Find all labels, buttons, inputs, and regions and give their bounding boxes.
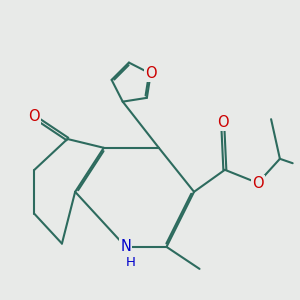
Text: O: O	[28, 110, 40, 124]
Text: N: N	[120, 239, 131, 254]
Text: O: O	[145, 66, 157, 81]
Text: O: O	[217, 115, 229, 130]
Text: H: H	[126, 256, 136, 269]
Text: O: O	[252, 176, 264, 190]
